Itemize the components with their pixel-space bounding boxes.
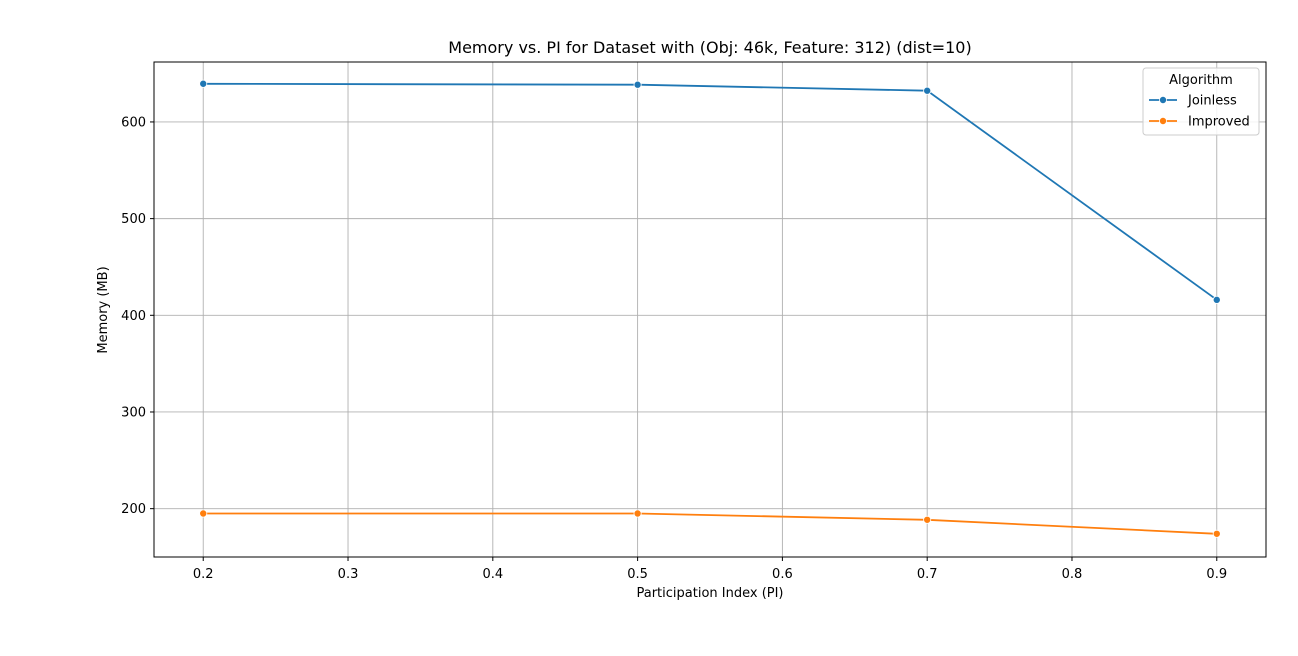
- data-point-joinless: [1212, 295, 1221, 304]
- legend-marker-improved: [1159, 117, 1168, 126]
- y-tick-label: 300: [121, 405, 146, 420]
- plot-frame: [153, 61, 1267, 558]
- legend-label-joinless: Joinless: [1187, 94, 1237, 109]
- legend-box: [1142, 67, 1260, 136]
- y-axis-label: Memory (MB): [96, 266, 111, 353]
- y-tick-label: 400: [121, 309, 146, 324]
- data-point-improved: [1212, 529, 1221, 538]
- x-tick-label: 0.7: [917, 567, 938, 582]
- legend-title: Algorithm: [1169, 73, 1233, 88]
- data-point-joinless: [633, 80, 642, 89]
- series-lines: [199, 79, 1221, 538]
- series-line-improved: [203, 512, 1217, 535]
- x-tick-label: 0.6: [772, 567, 793, 582]
- chart-title: Memory vs. PI for Dataset with (Obj: 46k…: [448, 38, 971, 57]
- data-point-improved: [923, 515, 932, 524]
- y-tick-label: 200: [121, 502, 146, 517]
- x-tick-label: 0.9: [1206, 567, 1227, 582]
- y-tick-label: 600: [121, 115, 146, 130]
- series-line-joinless: [203, 82, 1218, 301]
- grid: [154, 62, 1266, 557]
- legend: Algorithm Joinless Improved: [1142, 67, 1260, 136]
- axes: 0.2 0.3 0.4 0.5 0.6 0.7 0.8 0.9 200 300 400 500 600: [121, 115, 1227, 582]
- data-point-joinless: [199, 79, 208, 88]
- legend-label-improved: Improved: [1188, 115, 1250, 130]
- legend-marker-joinless: [1159, 96, 1168, 105]
- data-point-improved: [199, 509, 208, 518]
- x-tick-label: 0.3: [338, 567, 359, 582]
- data-point-joinless: [923, 86, 932, 95]
- data-point-improved: [633, 509, 642, 518]
- legend-items: Joinless Improved: [1149, 94, 1250, 130]
- x-tick-label: 0.4: [482, 567, 503, 582]
- x-tick-label: 0.8: [1062, 567, 1083, 582]
- y-tick-label: 500: [121, 212, 146, 227]
- x-tick-label: 0.5: [627, 567, 648, 582]
- x-tick-label: 0.2: [193, 567, 214, 582]
- x-axis-label: Participation Index (PI): [636, 586, 783, 601]
